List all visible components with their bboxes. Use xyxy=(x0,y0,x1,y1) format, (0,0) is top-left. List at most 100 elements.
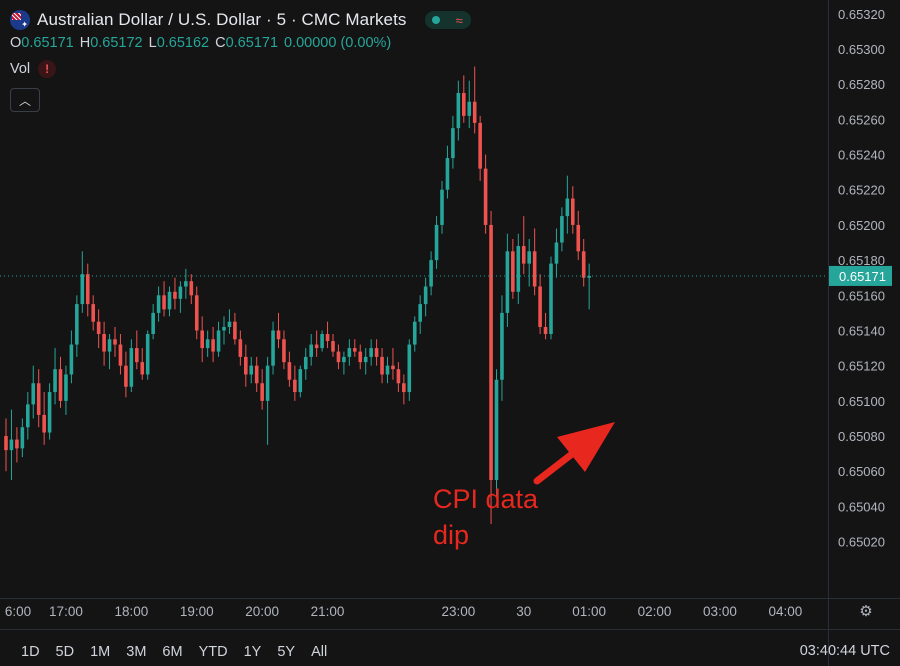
candle xyxy=(194,286,199,340)
candle xyxy=(227,309,232,335)
range-all-button[interactable]: All xyxy=(311,644,328,660)
annotation-line-1: CPI data xyxy=(433,484,539,514)
candle xyxy=(20,418,25,458)
market-open-dot-icon xyxy=(432,16,441,24)
candle xyxy=(69,330,74,384)
candle-body xyxy=(478,122,482,169)
range-ytd-button[interactable]: YTD xyxy=(198,644,228,660)
range-3m-button[interactable]: 3M xyxy=(126,644,147,660)
candle xyxy=(472,66,477,134)
candle-body xyxy=(434,224,439,261)
candle xyxy=(178,281,183,313)
range-6m-button[interactable]: 6M xyxy=(162,644,183,660)
range-1m-button[interactable]: 1M xyxy=(90,644,111,660)
candle xyxy=(407,339,412,401)
candle xyxy=(173,277,177,310)
range-5d-button[interactable]: 5D xyxy=(55,644,75,660)
candle-body xyxy=(244,356,248,375)
symbol-title-row: Australian Dollar / U.S. Dollar · 5 · CM… xyxy=(10,8,471,32)
annotation-arrow-layer xyxy=(533,422,615,485)
candle xyxy=(96,309,101,349)
candle xyxy=(167,286,172,317)
warning-icon[interactable]: ! xyxy=(38,60,57,78)
candle xyxy=(369,339,373,366)
candle-body xyxy=(254,365,259,384)
low-value: 0.65162 xyxy=(156,35,210,51)
candle xyxy=(135,330,139,370)
candle-body xyxy=(227,321,232,327)
candle xyxy=(320,330,324,352)
candle-body xyxy=(391,365,395,370)
candle xyxy=(565,175,570,234)
candle-body xyxy=(516,246,521,292)
candle-body xyxy=(20,427,25,449)
symbol-title[interactable]: Australian Dollar / U.S. Dollar · 5 · CM… xyxy=(37,10,407,29)
candle-body xyxy=(200,330,204,349)
candle xyxy=(451,115,455,169)
candle-body xyxy=(282,339,286,363)
x-tick-label: 23:00 xyxy=(441,604,475,619)
candle xyxy=(145,330,150,380)
utc-clock[interactable]: 03:40:44 UTC xyxy=(799,643,890,659)
candle-body xyxy=(42,414,46,433)
candle xyxy=(581,238,586,287)
annotation-arrow-head xyxy=(557,422,615,472)
candle-body xyxy=(494,379,499,481)
close-key: C xyxy=(215,35,226,51)
candle xyxy=(353,339,357,357)
x-tick-label: 04:00 xyxy=(768,604,802,619)
candle-body xyxy=(205,339,210,349)
candle-body xyxy=(96,321,101,335)
candle-body xyxy=(194,295,199,331)
candle-body xyxy=(140,362,145,375)
volume-indicator-row[interactable]: Vol ! xyxy=(10,58,471,80)
candle-body xyxy=(276,330,281,340)
x-tick-label: 18:00 xyxy=(114,604,148,619)
candle xyxy=(216,321,221,357)
candle-body xyxy=(15,439,19,449)
candle-body xyxy=(380,356,384,375)
candle xyxy=(298,365,303,398)
candle xyxy=(402,374,406,405)
candle-body xyxy=(412,321,417,345)
candle xyxy=(260,369,264,410)
cpi-annotation: CPI data dip xyxy=(433,481,538,553)
candle-body xyxy=(309,344,313,357)
candle-body xyxy=(303,356,308,370)
candle xyxy=(265,356,270,445)
settings-icon[interactable]: ⚙ xyxy=(859,603,873,620)
high-value: 0.65172 xyxy=(90,35,143,51)
candle-body xyxy=(581,251,586,278)
candle-body xyxy=(396,369,401,384)
candle-body xyxy=(102,334,106,352)
collapse-legend-button[interactable]: ︿ xyxy=(10,88,40,112)
candle-body xyxy=(222,326,226,331)
candle xyxy=(58,356,63,408)
candle xyxy=(412,316,417,352)
candle-body xyxy=(85,274,90,305)
range-1y-button[interactable]: 1Y xyxy=(243,644,262,660)
candle xyxy=(287,351,292,387)
candle-body xyxy=(418,304,422,322)
candle xyxy=(527,238,531,287)
candle-body xyxy=(178,286,183,299)
candle xyxy=(483,154,488,234)
market-status-pill[interactable]: ≈ xyxy=(424,11,471,29)
candle-body xyxy=(445,158,450,190)
candle xyxy=(385,356,390,384)
candle xyxy=(200,316,204,363)
candle xyxy=(244,344,248,387)
price-axis: 0.65020 0.65040 0.65060 0.65080 0.65100 0.651… xyxy=(828,0,885,666)
candle xyxy=(380,348,384,384)
low-key: L xyxy=(148,35,157,51)
candle-body xyxy=(347,348,352,357)
candle-body xyxy=(265,365,270,401)
candle-body xyxy=(167,291,172,310)
candle xyxy=(429,251,433,296)
range-5y-button[interactable]: 5Y xyxy=(277,644,296,660)
candle xyxy=(309,334,313,366)
candle-body xyxy=(363,356,368,363)
range-1d-button[interactable]: 1D xyxy=(21,644,40,660)
candle-body xyxy=(80,274,85,305)
